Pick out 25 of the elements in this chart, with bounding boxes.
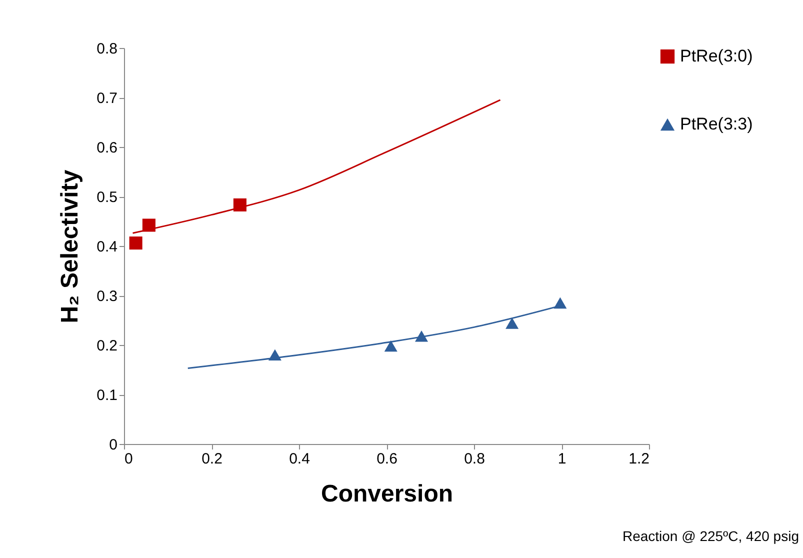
y-tick-label: 0 [109,436,118,454]
x-tick-label: 0.4 [289,450,310,468]
y-tick-label: 0.1 [96,387,118,404]
y-tick-label: 0.6 [96,140,118,156]
point [506,318,519,329]
legend-label: PtRe(3:0) [680,46,753,66]
y-tick-label: 0.4 [96,238,118,256]
y-tick-label: 0.5 [96,189,118,206]
x-tick-label: 0 [124,450,133,468]
y-tick-label: 0.3 [96,288,118,305]
y-tick-label: 0.7 [96,90,118,107]
legend-label: PtRe(3:3) [680,114,753,134]
line-series [132,99,501,234]
y-tick-label: 0.2 [96,338,118,354]
x-tick-label: 1.2 [628,450,650,468]
y-tick-label: 0.8 [96,40,118,58]
x-tick-label: 1 [558,450,566,468]
x-tick-label: 0.8 [464,450,485,468]
x-tick-label: 0.6 [376,450,398,468]
point [384,340,398,352]
x-tick-label: 0.2 [202,450,222,468]
text: Reaction @ 225ºC, 420 psig [622,528,799,544]
x-axis-title: Conversion [320,480,454,508]
point [129,236,142,250]
y-axis-title: H₂ Selectivity [56,169,84,324]
